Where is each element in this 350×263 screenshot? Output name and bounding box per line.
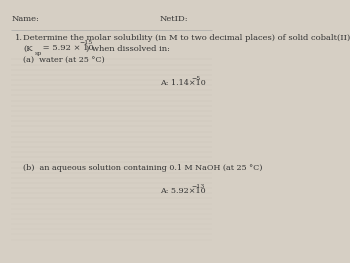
Text: −13: −13 <box>191 184 204 189</box>
Text: ) when dissolved in:: ) when dissolved in: <box>86 44 170 52</box>
Text: (K: (K <box>23 44 33 52</box>
Text: (b)  an aqueous solution containing 0.1 M NaOH (at 25 °C): (b) an aqueous solution containing 0.1 M… <box>23 164 263 172</box>
Text: −5: −5 <box>191 76 201 81</box>
Text: = 5.92 × 10: = 5.92 × 10 <box>40 44 93 52</box>
Text: A: 1.14×10: A: 1.14×10 <box>160 79 205 87</box>
Text: (a)  water (at 25 °C): (a) water (at 25 °C) <box>23 56 105 64</box>
Text: A: 5.92×10: A: 5.92×10 <box>160 187 205 195</box>
Text: 1.: 1. <box>15 34 23 42</box>
Text: sp: sp <box>35 51 42 56</box>
Text: Name:: Name: <box>12 15 39 23</box>
Text: NetID:: NetID: <box>160 15 188 23</box>
Text: Determine the molar solubility (in M to two decimal places) of solid cobalt(II) : Determine the molar solubility (in M to … <box>23 34 350 42</box>
Text: −15: −15 <box>79 40 92 45</box>
